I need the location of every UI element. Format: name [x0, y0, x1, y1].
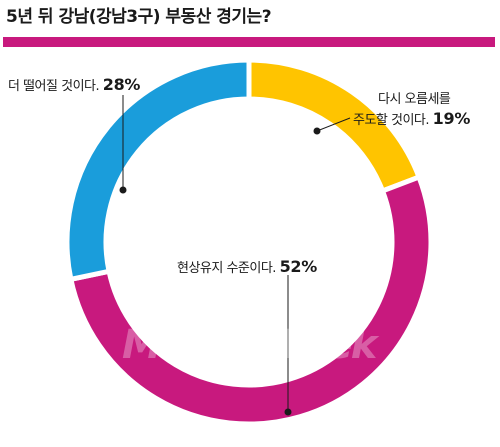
- leader-maintain-dot: [284, 408, 292, 416]
- leader-fall: [119, 95, 127, 194]
- slice-label-maintain: 현상유지 수준이다. 52%: [177, 257, 317, 276]
- leader-maintain: [284, 275, 292, 416]
- leader-rise: [313, 117, 351, 135]
- watermark: MoneyWeek: [122, 322, 377, 368]
- slice-label-maintain-text: 현상유지 수준이다.: [177, 261, 276, 276]
- slice-label-rise-line1: 다시 오름세를: [378, 92, 451, 107]
- leader-fall-dot: [119, 186, 127, 194]
- slice-pct-fall: 28%: [102, 75, 141, 94]
- leader-rise-line: [316, 117, 351, 132]
- slice-maintain: [67, 173, 434, 427]
- title-underline-bar: [3, 37, 495, 47]
- slice-label-rise-text: 주도할 것이다.: [353, 113, 430, 128]
- slice-label-fall-text: 더 떨어질 것이다.: [8, 79, 100, 94]
- chart-title: 5년 뒤 강남(강남3구) 부동산 경기는?: [6, 7, 272, 27]
- slice-pct-rise: 19%: [432, 109, 471, 128]
- leader-rise-dot: [313, 127, 321, 135]
- slice-label-rise-line2: 주도할 것이다. 19%: [353, 109, 470, 128]
- slice-label-fall: 더 떨어질 것이다. 28%: [8, 75, 140, 94]
- slice-pct-maintain: 52%: [279, 257, 318, 276]
- slice-fall: [64, 57, 252, 283]
